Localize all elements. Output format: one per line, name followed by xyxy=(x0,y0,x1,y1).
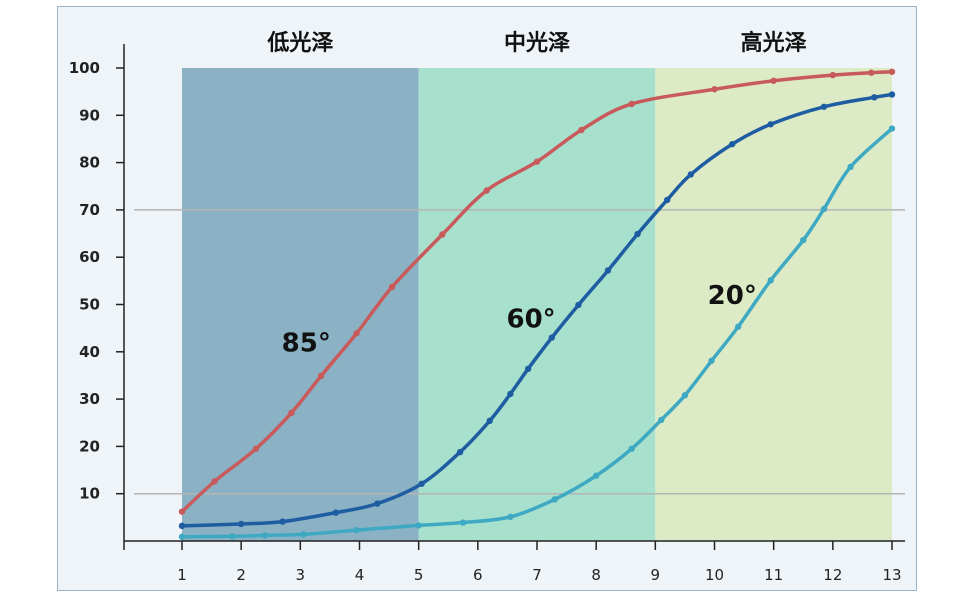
series-2-point-18 xyxy=(767,121,774,128)
y-tick-label-50: 50 xyxy=(79,296,100,314)
series-3-point-11 xyxy=(628,445,635,452)
series-2-point-9 xyxy=(507,390,514,398)
y-tick-label-20: 20 xyxy=(79,437,100,455)
y-tick-label-30: 30 xyxy=(79,390,100,408)
series-2-point-2 xyxy=(237,520,245,528)
series-2-point-1 xyxy=(178,522,186,530)
series-3-point-12 xyxy=(658,416,665,424)
y-tick-label-100: 100 xyxy=(69,59,100,77)
series-1-point-15 xyxy=(829,71,837,79)
series-1-point-17 xyxy=(888,68,896,75)
series-2-point-5 xyxy=(374,500,381,507)
series-lines xyxy=(178,68,896,540)
series-1-point-16 xyxy=(868,69,875,76)
x-tick-label-5: 5 xyxy=(414,566,424,584)
x-tick-label-8: 8 xyxy=(591,566,601,584)
x-tick-label-12: 12 xyxy=(823,566,842,584)
x-tick-label-11: 11 xyxy=(764,566,783,584)
series-2-point-7 xyxy=(456,448,464,456)
series-1-point-5 xyxy=(317,372,325,380)
series-3-point-14 xyxy=(708,357,715,364)
x-tick-label-1: 1 xyxy=(177,566,187,584)
y-tick-label-60: 60 xyxy=(79,248,100,266)
series-3-point-7 xyxy=(459,519,467,526)
x-tick-label-3: 3 xyxy=(296,566,306,584)
series-2-point-11 xyxy=(548,334,555,341)
x-tick-label-2: 2 xyxy=(236,566,246,584)
series-2-point-13 xyxy=(604,267,612,274)
series-1-point-4 xyxy=(288,409,295,417)
series-2-point-15 xyxy=(663,196,671,204)
series-1-point-1 xyxy=(178,508,186,515)
y-tick-label-40: 40 xyxy=(79,343,100,361)
series-1-point-9 xyxy=(483,187,490,194)
band-title-2: 中光泽 xyxy=(504,31,570,56)
series-3-point-17 xyxy=(800,236,807,244)
series-1-point-3 xyxy=(252,445,260,452)
series-3-point-15 xyxy=(734,323,742,330)
series-2-point-12 xyxy=(575,301,582,309)
x-tick-label-4: 4 xyxy=(355,566,365,584)
series-2-point-4 xyxy=(332,509,340,516)
series-2-point-8 xyxy=(486,417,493,425)
gridlines xyxy=(134,209,905,495)
series-2-point-3 xyxy=(279,518,286,525)
series-1-point-2 xyxy=(211,478,218,485)
series-1-point-11 xyxy=(578,126,585,134)
band-title-1: 低光泽 xyxy=(266,31,333,56)
chart-labels: 低光泽 中光泽 高光泽 85° 60° 20° xyxy=(266,30,806,358)
y-tick-label-70: 70 xyxy=(79,201,100,219)
series-3-point-19 xyxy=(847,163,854,171)
series-3-point-2 xyxy=(229,533,236,540)
series-label-3: 20° xyxy=(708,281,757,311)
series-2-point-17 xyxy=(729,140,736,148)
series-1-point-13 xyxy=(711,86,718,93)
series-1-point-8 xyxy=(439,231,446,238)
series-2-point-14 xyxy=(634,230,641,238)
series-label-1: 85° xyxy=(282,328,331,358)
series-3-point-6 xyxy=(415,522,422,529)
series-3-point-5 xyxy=(353,526,360,534)
series-2-point-20 xyxy=(871,94,878,101)
gloss-band-1 xyxy=(182,68,419,541)
series-3-point-16 xyxy=(767,277,774,284)
series-2-point-16 xyxy=(687,171,695,178)
series-3-point-10 xyxy=(592,472,600,479)
series-label-2: 60° xyxy=(506,305,555,335)
series-1-point-7 xyxy=(388,283,396,291)
y-tick-label-80: 80 xyxy=(79,154,100,172)
x-tick-label-7: 7 xyxy=(532,566,542,584)
series-3-point-8 xyxy=(507,513,514,521)
series-3-point-13 xyxy=(681,392,689,399)
y-tick-label-90: 90 xyxy=(79,106,100,124)
series-1-point-12 xyxy=(628,100,635,108)
x-tick-label-9: 9 xyxy=(651,566,661,584)
series-line-3 xyxy=(180,126,894,539)
x-tick-label-13: 13 xyxy=(882,566,901,584)
series-1-point-10 xyxy=(533,158,541,165)
series-1-point-6 xyxy=(353,330,360,337)
series-2-point-21 xyxy=(888,91,896,98)
series-1-point-14 xyxy=(770,77,777,84)
series-3-point-20 xyxy=(888,125,896,132)
series-2-point-6 xyxy=(418,480,425,487)
series-3-point-9 xyxy=(551,496,558,503)
series-2-point-19 xyxy=(820,103,828,110)
y-tick-label-10: 10 xyxy=(79,485,100,503)
series-3-point-4 xyxy=(300,531,307,538)
series-3-point-1 xyxy=(178,533,186,540)
series-2-point-10 xyxy=(524,365,532,373)
series-3-point-18 xyxy=(820,205,828,213)
x-tick-label-6: 6 xyxy=(473,566,483,584)
gloss-band-3 xyxy=(655,68,892,541)
x-tick-label-10: 10 xyxy=(705,566,724,584)
band-title-3: 高光泽 xyxy=(741,30,807,56)
series-3-point-3 xyxy=(261,532,269,539)
